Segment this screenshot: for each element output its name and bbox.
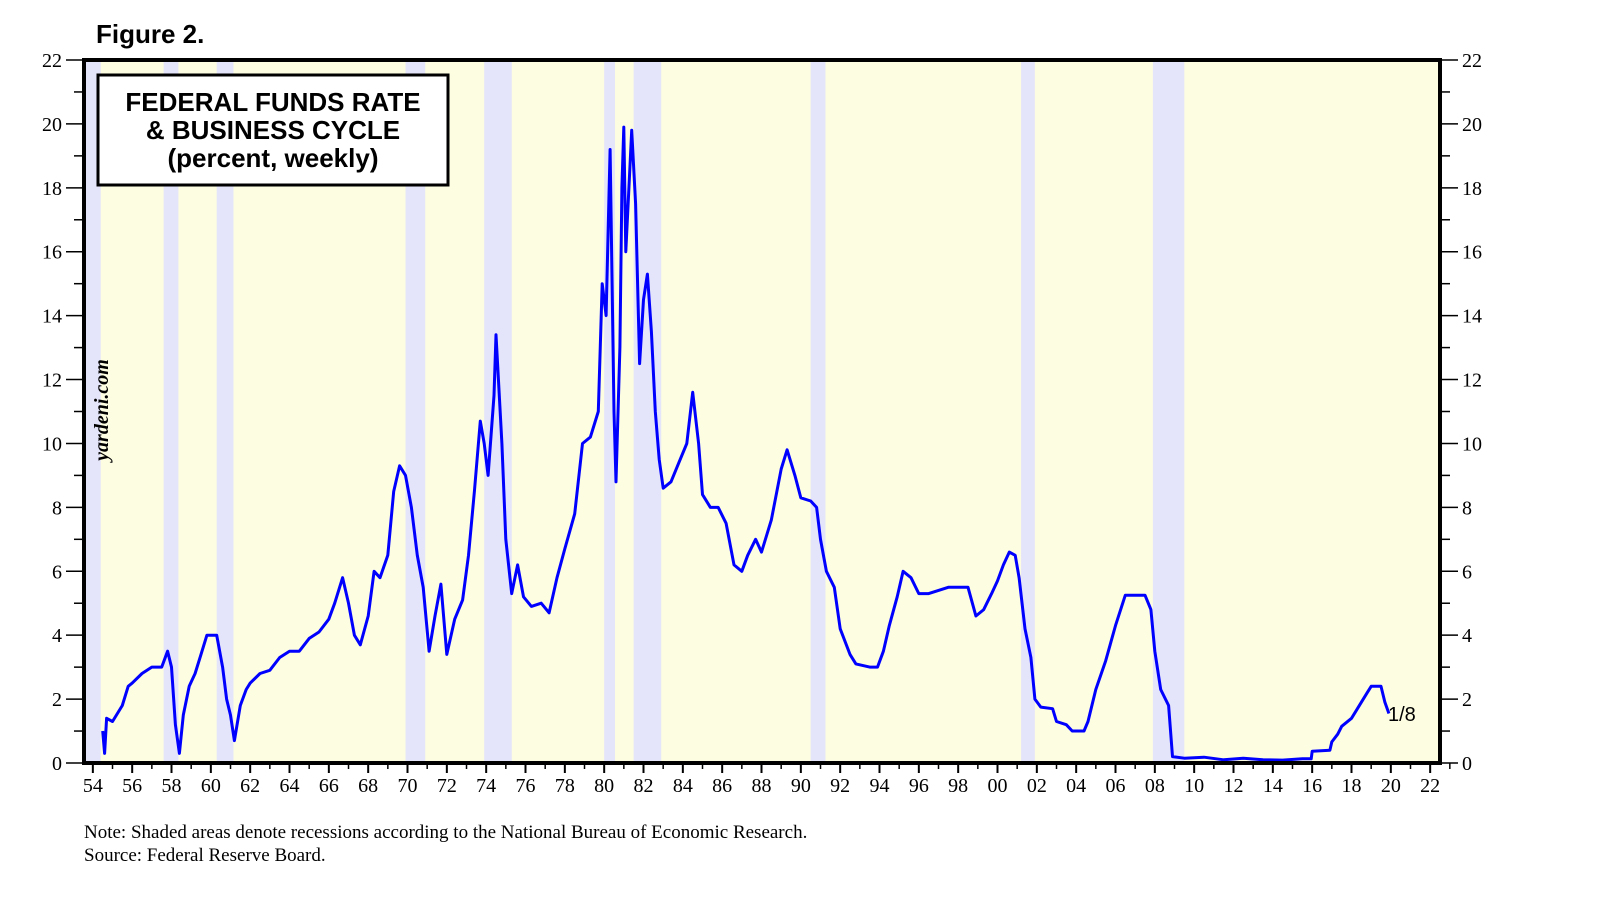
y-tick-label-left: 20: [42, 114, 62, 136]
x-tick-label: 20: [1381, 775, 1401, 797]
x-tick-label: 70: [398, 775, 418, 797]
x-tick-label: 72: [437, 775, 457, 797]
recession-band: [84, 60, 101, 763]
x-tick-label: 60: [201, 775, 221, 797]
y-tick-label-right: 12: [1462, 370, 1482, 392]
y-tick-label-right: 22: [1462, 50, 1482, 72]
recession-band: [405, 60, 426, 763]
y-tick-label-left: 18: [42, 178, 62, 200]
y-tick-label-right: 2: [1462, 689, 1472, 711]
y-tick-label-right: 10: [1462, 433, 1482, 455]
y-tick-label-left: 4: [52, 625, 62, 647]
y-tick-label-right: 4: [1462, 625, 1472, 647]
figure-label: Figure 2.: [96, 19, 204, 49]
watermark: yardeni.com: [91, 359, 113, 463]
y-tick-label-right: 0: [1462, 753, 1472, 775]
series-layer: [101, 125, 1391, 762]
x-tick-label: 96: [909, 775, 929, 797]
x-tick-label: 86: [712, 775, 732, 797]
chart-subtitle: (percent, weekly): [168, 143, 379, 173]
x-tick-label: 74: [476, 775, 496, 797]
title-box-frame: [96, 73, 450, 187]
x-tick-label: 66: [319, 775, 339, 797]
x-tick-label: 88: [752, 775, 772, 797]
y-tick-label-right: 20: [1462, 114, 1482, 136]
y-tick-label-right: 14: [1462, 306, 1482, 328]
x-tick-label: 56: [122, 775, 142, 797]
x-tick-label: 16: [1302, 775, 1322, 797]
recession-band: [604, 60, 615, 763]
y-tick-label-left: 16: [42, 242, 62, 264]
x-tick-label: 62: [240, 775, 260, 797]
y-tick-label-left: 8: [52, 497, 62, 519]
x-tick-label: 76: [516, 775, 536, 797]
x-tick-label: 68: [358, 775, 378, 797]
fed-funds-line: [101, 125, 1391, 762]
x-tick-label: 82: [634, 775, 654, 797]
x-tick-label: 92: [830, 775, 850, 797]
y-tick-label-left: 10: [42, 433, 62, 455]
recession-band: [810, 60, 826, 763]
y-tick-label-right: 6: [1462, 561, 1472, 583]
y-tick-label-left: 6: [52, 561, 62, 583]
y-tick-label-right: 18: [1462, 178, 1482, 200]
y-tick-label-left: 2: [52, 689, 62, 711]
end-label: 1/8: [1388, 704, 1416, 726]
x-tick-label: 02: [1027, 775, 1047, 797]
recession-band: [216, 60, 234, 763]
x-tick-label: 08: [1145, 775, 1165, 797]
x-tick-label: 18: [1342, 775, 1362, 797]
x-tick-label: 58: [162, 775, 182, 797]
y-tick-label-left: 22: [42, 50, 62, 72]
x-tick-label: 12: [1224, 775, 1244, 797]
y-tick-label-left: 0: [52, 753, 62, 775]
x-tick-label: 90: [791, 775, 811, 797]
x-tick-label: 22: [1420, 775, 1440, 797]
title-box: FEDERAL FUNDS RATE & BUSINESS CYCLE (per…: [96, 73, 450, 187]
recession-band: [1152, 60, 1185, 763]
y-tick-label-left: 14: [42, 306, 62, 328]
recession-bands: [84, 60, 1185, 763]
x-tick-label: 14: [1263, 775, 1283, 797]
x-tick-label: 78: [555, 775, 575, 797]
recession-band: [633, 60, 662, 763]
x-tick-label: 10: [1184, 775, 1204, 797]
recession-band: [484, 60, 512, 763]
x-tick-label: 54: [83, 775, 103, 797]
chart-title-line-1: FEDERAL FUNDS RATE: [125, 87, 420, 117]
x-tick-label: 94: [870, 775, 890, 797]
recession-band: [1021, 60, 1035, 763]
x-tick-label: 00: [988, 775, 1008, 797]
y-tick-label-right: 8: [1462, 497, 1472, 519]
x-tick-label: 06: [1106, 775, 1126, 797]
source-note: Source: Federal Reserve Board.: [84, 845, 326, 866]
recession-band: [163, 60, 179, 763]
y-tick-label-left: 12: [42, 370, 62, 392]
x-tick-label: 80: [594, 775, 614, 797]
x-tick-label: 84: [673, 775, 693, 797]
x-tick-label: 98: [948, 775, 968, 797]
x-tick-label: 64: [280, 775, 300, 797]
recession-note: Note: Shaded areas denote recessions acc…: [84, 822, 808, 843]
y-tick-label-right: 16: [1462, 242, 1482, 264]
chart-title-line-2: & BUSINESS CYCLE: [146, 115, 400, 145]
x-tick-label: 04: [1066, 775, 1086, 797]
